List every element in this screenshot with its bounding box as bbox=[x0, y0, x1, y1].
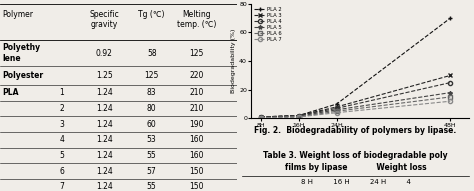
PLA 6 bbox=[334, 110, 339, 112]
Text: PLA: PLA bbox=[2, 88, 19, 97]
Text: 150: 150 bbox=[190, 167, 204, 176]
Text: Specific
gravity: Specific gravity bbox=[90, 10, 119, 29]
Text: 1.24: 1.24 bbox=[96, 88, 113, 97]
Line: PLA 2: PLA 2 bbox=[259, 16, 452, 119]
PLA 3 bbox=[447, 74, 453, 77]
Text: 0.92: 0.92 bbox=[96, 49, 113, 57]
Text: 80: 80 bbox=[147, 104, 156, 113]
Text: 6: 6 bbox=[59, 167, 64, 176]
Text: 1: 1 bbox=[59, 88, 64, 97]
PLA 2 bbox=[334, 103, 339, 105]
Text: 220: 220 bbox=[190, 71, 204, 80]
Text: 1.24: 1.24 bbox=[96, 151, 113, 160]
Text: 60: 60 bbox=[147, 120, 156, 129]
Line: PLA 5: PLA 5 bbox=[259, 91, 452, 119]
Text: 125: 125 bbox=[145, 71, 159, 80]
Text: Fig. 2.  Biodegradability of polymers by lipase.: Fig. 2. Biodegradability of polymers by … bbox=[255, 126, 456, 135]
Text: 150: 150 bbox=[190, 182, 204, 191]
Line: PLA 7: PLA 7 bbox=[259, 99, 452, 120]
Text: 1.24: 1.24 bbox=[96, 167, 113, 176]
Text: Polyethy
lene: Polyethy lene bbox=[2, 43, 40, 63]
PLA 5 bbox=[258, 116, 264, 118]
Text: Table 3. Weight loss of biodegradable poly: Table 3. Weight loss of biodegradable po… bbox=[263, 151, 448, 160]
Text: Polyester: Polyester bbox=[2, 71, 44, 80]
Text: 210: 210 bbox=[190, 104, 204, 113]
PLA 4 bbox=[258, 116, 264, 118]
PLA 7 bbox=[447, 100, 453, 102]
PLA 4 bbox=[447, 81, 453, 84]
Text: 1.24: 1.24 bbox=[96, 120, 113, 129]
Text: 55: 55 bbox=[147, 151, 156, 160]
PLA 4 bbox=[296, 114, 301, 117]
PLA 2 bbox=[447, 17, 453, 19]
PLA 3 bbox=[334, 106, 339, 108]
Text: 3: 3 bbox=[59, 120, 64, 129]
PLA 6 bbox=[258, 117, 264, 119]
Line: PLA 6: PLA 6 bbox=[259, 95, 452, 120]
Line: PLA 3: PLA 3 bbox=[259, 73, 452, 119]
Text: 57: 57 bbox=[147, 167, 156, 176]
Text: 160: 160 bbox=[190, 151, 204, 160]
PLA 7 bbox=[296, 116, 301, 118]
Text: 55: 55 bbox=[147, 182, 156, 191]
Text: 1.24: 1.24 bbox=[96, 104, 113, 113]
Text: 58: 58 bbox=[147, 49, 156, 57]
Text: 5: 5 bbox=[59, 151, 64, 160]
Text: 53: 53 bbox=[147, 135, 156, 144]
Legend: PLA 2, PLA 3, PLA 4, PLA 5, PLA 6, PLA 7: PLA 2, PLA 3, PLA 4, PLA 5, PLA 6, PLA 7 bbox=[254, 6, 282, 43]
PLA 2 bbox=[258, 116, 264, 118]
PLA 6 bbox=[296, 116, 301, 118]
Text: 1.24: 1.24 bbox=[96, 182, 113, 191]
Text: 2: 2 bbox=[59, 104, 64, 113]
Line: PLA 4: PLA 4 bbox=[259, 81, 452, 119]
PLA 2 bbox=[296, 114, 301, 117]
PLA 4 bbox=[334, 107, 339, 109]
Text: 1.25: 1.25 bbox=[96, 71, 113, 80]
PLA 7 bbox=[334, 112, 339, 114]
PLA 5 bbox=[296, 115, 301, 117]
Text: Melting
temp. (℃): Melting temp. (℃) bbox=[177, 10, 217, 29]
Text: 190: 190 bbox=[190, 120, 204, 129]
Text: 7: 7 bbox=[59, 182, 64, 191]
Text: 83: 83 bbox=[147, 88, 156, 97]
PLA 3 bbox=[258, 116, 264, 118]
Text: Tg (℃): Tg (℃) bbox=[138, 10, 165, 19]
Text: 1.24: 1.24 bbox=[96, 135, 113, 144]
PLA 5 bbox=[334, 109, 339, 111]
PLA 5 bbox=[447, 91, 453, 94]
Y-axis label: Biodegradability (%): Biodegradability (%) bbox=[231, 29, 237, 93]
Text: 125: 125 bbox=[190, 49, 204, 57]
Text: 210: 210 bbox=[190, 88, 204, 97]
Text: films by lipase           Weight loss: films by lipase Weight loss bbox=[285, 163, 426, 172]
PLA 7 bbox=[258, 117, 264, 119]
Text: 8 H         16 H         24 H         4: 8 H 16 H 24 H 4 bbox=[301, 179, 410, 185]
Text: Polymer: Polymer bbox=[2, 10, 33, 19]
PLA 3 bbox=[296, 114, 301, 117]
Text: 4: 4 bbox=[59, 135, 64, 144]
Text: 160: 160 bbox=[190, 135, 204, 144]
PLA 6 bbox=[447, 96, 453, 98]
